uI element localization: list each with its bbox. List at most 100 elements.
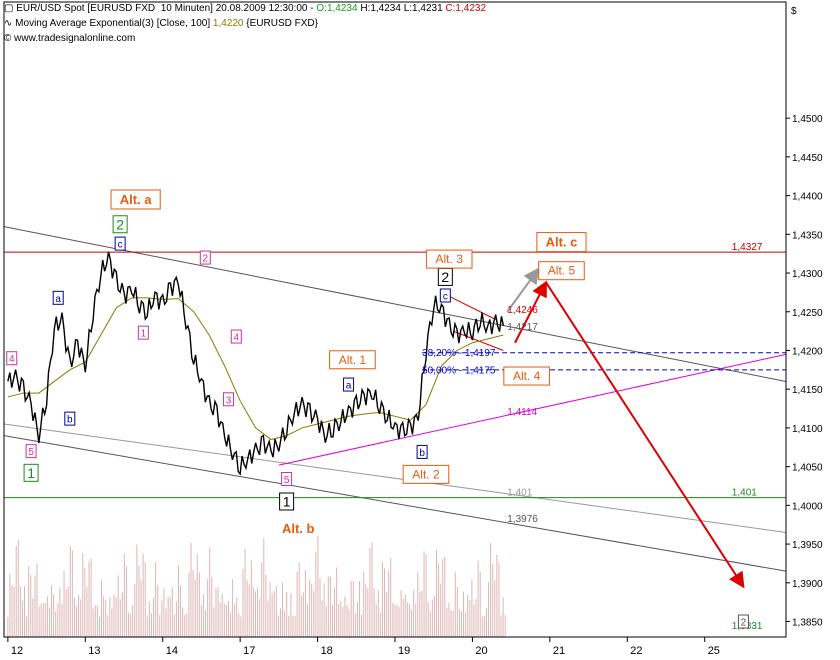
y-tick-label: 1,4000 (792, 501, 823, 512)
wave-label-box (114, 236, 126, 251)
wave-label-box (52, 290, 64, 305)
x-tick-label: 17 (243, 645, 255, 657)
magenta-trend-line (278, 353, 787, 466)
projection-arrows (506, 267, 745, 589)
wave-label: 2 (441, 269, 449, 285)
price-layer (7, 251, 505, 476)
wave-label: b (419, 448, 425, 459)
header-low: L:1,4231 (400, 3, 443, 14)
x-tick-label: 22 (630, 645, 642, 657)
y-tick-label: 1,4250 (792, 308, 823, 319)
level-label: 1,4327 (732, 242, 763, 253)
header-open: O:1,4234 (316, 3, 358, 14)
y-tick-label: 1,4150 (792, 385, 823, 396)
chart-header-line2: ∿ Moving Average Exponential(3) [Close, … (4, 18, 318, 29)
red-arrow-down (545, 281, 745, 589)
wave-label: c (443, 291, 448, 302)
ema-series-line (7, 297, 504, 441)
wave-label-box (137, 325, 149, 340)
wave-label: b (67, 415, 73, 426)
x-tick-label: 13 (88, 645, 100, 657)
y-tick-label: 1,4400 (792, 192, 823, 203)
wave-label-box (737, 614, 749, 629)
y-tick-label: 1,4200 (792, 346, 823, 357)
y-tick-label: 1,4450 (792, 153, 823, 164)
header-ma-name: Moving Average Exponential(3) [Close, 10… (15, 18, 213, 29)
wave-label: 2 (203, 254, 209, 265)
alt-label: Alt. c (546, 235, 578, 250)
header-ma-value: 1,4220 (212, 18, 244, 29)
y-tick-label: 1,3900 (792, 579, 823, 590)
price-series-line (7, 251, 505, 476)
level-label: 1,3976 (507, 514, 538, 525)
header-ma-tail: {EURUSD FXD} (243, 18, 318, 29)
wave-label-box (223, 392, 235, 407)
wave-label: 5 (28, 447, 34, 458)
light-channel-line (3, 423, 787, 533)
wave-label-box (281, 472, 293, 487)
header-series-icon: ▢ (4, 3, 17, 14)
level-label: 50,00% - 1,4175 (422, 365, 496, 376)
wave-label: a (55, 294, 61, 305)
alt-label-box (402, 464, 450, 484)
red-channel-top-line (448, 295, 496, 320)
level-label: 1,401 (507, 488, 532, 499)
wave-label: 2 (116, 216, 124, 232)
y-tick-label: 1,4050 (792, 463, 823, 474)
level-label: 38,20% - 1,4197 (422, 348, 496, 359)
wave-label-box (64, 411, 76, 426)
wave-label: 3 (226, 395, 232, 406)
level-label: 1,401 (732, 488, 757, 499)
wave-label-box (6, 351, 18, 366)
trend-lines (3, 226, 787, 572)
x-tick-label: 20 (475, 645, 487, 657)
alt-label-box (503, 366, 550, 386)
y-tick-label: 1,4100 (792, 424, 823, 435)
ema-layer (7, 297, 504, 441)
volume-bars (7, 535, 506, 637)
x-tick-label: 19 (398, 645, 410, 657)
x-tick-label: 12 (11, 645, 23, 657)
wave-label-box (23, 463, 39, 482)
y-tick-label: 1,4300 (792, 269, 823, 280)
alt-label: Alt. b (282, 521, 315, 536)
alt-label-box (425, 249, 473, 269)
wave-label-box (25, 444, 37, 459)
wave-label-box (343, 377, 355, 392)
level-label: 1,4114 (507, 407, 537, 418)
alt-label: Alt. 5 (548, 264, 576, 278)
y-tick-label: 1,3950 (792, 540, 823, 551)
wave-label: 4 (233, 333, 239, 344)
wave-label-box (199, 250, 211, 265)
header-close: C:1,4232 (442, 3, 487, 14)
y-tick-label: 1,4350 (792, 230, 823, 241)
wave-label: 5 (284, 475, 290, 486)
header-instrument: EUR/USD Spot [EURUSD FXD 10 Minuten] 20.… (16, 3, 317, 14)
plot-border (3, 1, 787, 638)
wave-label-box (439, 288, 451, 303)
chart-header-line1: ▢ EUR/USD Spot [EURUSD FXD 10 Minuten] 2… (4, 3, 486, 14)
wave-label-box (112, 215, 128, 234)
y-tick-label: 1,3850 (792, 618, 823, 629)
wave-label: 4 (9, 354, 15, 365)
chart-frame (3, 1, 787, 638)
wave-label: a (346, 381, 352, 392)
header-source: www.tradesignalonline.com (14, 33, 136, 44)
alt-label-box (538, 261, 585, 281)
alt-label: Alt. a (120, 192, 153, 207)
header-high: H:1,4234 (357, 3, 401, 14)
level-label: 1,4246 (507, 305, 538, 316)
alt-label-box (329, 350, 376, 370)
wave-label-box (230, 329, 242, 344)
wave-label-box (416, 444, 428, 459)
ma-icon: ∿ (4, 18, 16, 29)
wave-label: 2 (741, 618, 747, 629)
alt-label-box (536, 232, 587, 253)
x-tick-label: 25 (708, 645, 720, 657)
alt-label: Alt. 1 (339, 353, 367, 367)
grey-arrow-up (506, 267, 540, 313)
level-label: 1,4217 (507, 322, 538, 333)
axes: $1,4500 1,4450 1,4400 1,4350 1,4300 1,4250 1,4… (7, 6, 823, 657)
wave-label-box (279, 492, 295, 511)
